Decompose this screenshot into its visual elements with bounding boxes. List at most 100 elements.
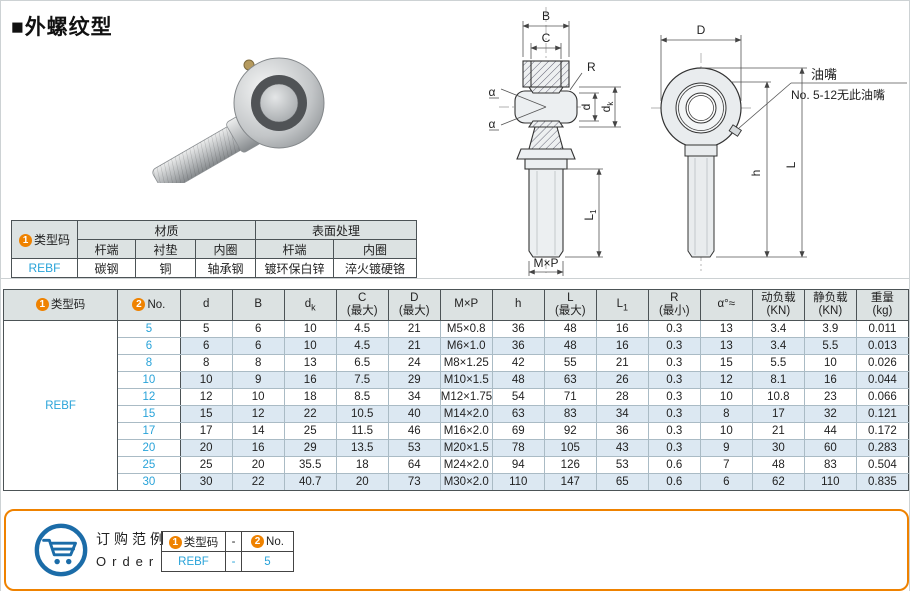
order-header-dash: - (225, 531, 242, 552)
cell: 3.9 (803, 320, 857, 338)
page-title-text: 外螺纹型 (24, 16, 113, 39)
cell: 110 (803, 473, 857, 491)
cell: 3.4 (751, 337, 805, 355)
table-row: 8 8 8 13 6.5 24 M8×1.25 42 55 21 0.3 15 5.5 10 0.026 (4, 354, 910, 372)
cell: 92 (543, 422, 597, 440)
cell: 0.044 (855, 371, 910, 389)
dim-label-R: R (587, 60, 596, 74)
no-link[interactable]: 30 (117, 473, 181, 491)
cell: 42 (491, 354, 545, 372)
threaded-shank (528, 168, 564, 258)
dim-label-h: h (749, 170, 763, 177)
cell: 55 (543, 354, 597, 372)
no-link[interactable]: 20 (117, 439, 181, 457)
no-link[interactable]: 17 (117, 422, 181, 440)
cell: 40.7 (283, 473, 337, 491)
no-link[interactable]: 15 (117, 405, 181, 423)
column-header: B (231, 289, 285, 321)
title-bullet-icon: ■ (11, 16, 25, 39)
cell: 16 (595, 320, 649, 338)
materials-data-row: REBF 碳钢 铜 轴承钢 镀环保白锌 淬火镀硬铬 (11, 258, 417, 278)
cell: 10 (231, 388, 285, 406)
table-row: 17 17 14 25 11.5 46 M16×2.0 69 92 36 0.3 10 21 44 0.17… (4, 422, 910, 440)
cell: 0.011 (855, 320, 910, 338)
cell: 60 (803, 439, 857, 457)
no-link[interactable]: 5 (117, 320, 181, 338)
cell: 34 (387, 388, 441, 406)
cell: 18 (335, 456, 389, 474)
cell: 0.504 (855, 456, 910, 474)
cell: 71 (543, 388, 597, 406)
cell: 碳钢 (77, 258, 136, 278)
cell: 14 (231, 422, 285, 440)
cell: 13 (699, 337, 753, 355)
dim-label-B: B (542, 9, 550, 23)
cell: 0.3 (647, 439, 701, 457)
cell: 30 (179, 473, 233, 491)
materials-header-row-2: 杆端 衬垫 内圈 杆端 内圈 (12, 239, 417, 259)
cell: 105 (543, 439, 597, 457)
cell: M8×1.25 (439, 354, 493, 372)
drawing-front-view: D 油嘴 No. 5-12无此油嘴 h L (651, 23, 907, 271)
order-data-row: REBF - 5 (161, 551, 294, 572)
cell: 0.3 (647, 405, 701, 423)
cell: 6 (231, 320, 285, 338)
cell: 铜 (135, 258, 196, 278)
cell: 28 (595, 388, 649, 406)
cell: 23 (803, 388, 857, 406)
type-code-link[interactable]: REBF (2, 320, 119, 491)
no-link[interactable]: 10 (117, 371, 181, 389)
column-header: C (最大) (335, 289, 389, 321)
column-header: 2 No. (117, 289, 181, 321)
cell: 10 (699, 388, 753, 406)
cell: 0.835 (855, 473, 910, 491)
threaded-shank (687, 155, 715, 258)
cell: 0.3 (647, 337, 701, 355)
drawing-section-view: B C R α α d dk L1 M×P (489, 7, 621, 276)
no-link[interactable]: 25 (117, 456, 181, 474)
product-shank (152, 113, 261, 183)
cell: 30 (751, 439, 805, 457)
cell: 7 (699, 456, 753, 474)
cell: 10 (283, 320, 337, 338)
cell: M30×2.0 (439, 473, 493, 491)
dim-label-L1: L1 (582, 209, 598, 221)
no-link[interactable]: 6 (117, 337, 181, 355)
cell: M20×1.5 (439, 439, 493, 457)
cell: 36 (491, 320, 545, 338)
cell: 4.5 (335, 337, 389, 355)
cell: 48 (543, 337, 597, 355)
column-header: d (179, 289, 233, 321)
cell: 26 (595, 371, 649, 389)
type-code-link[interactable]: REBF (11, 258, 78, 278)
cell: 0.026 (855, 354, 910, 372)
cell: 13 (699, 320, 753, 338)
section-divider (1, 278, 910, 279)
collar (684, 144, 718, 157)
cell: 69 (491, 422, 545, 440)
collar (516, 148, 576, 160)
cell: 10 (699, 422, 753, 440)
collar-step (524, 158, 568, 170)
cell: 78 (491, 439, 545, 457)
type-code-header: 1 类型码 (11, 220, 78, 259)
cell: M12×1.75 (439, 388, 493, 406)
cell: 35.5 (283, 456, 337, 474)
no-link[interactable]: 8 (117, 354, 181, 372)
cell: 21 (595, 354, 649, 372)
material-group-header: 材质 (77, 220, 256, 240)
cell: M14×2.0 (439, 405, 493, 423)
cell: 15 (179, 405, 233, 423)
cell: 5.5 (803, 337, 857, 355)
no-link[interactable]: 12 (117, 388, 181, 406)
cell: M10×1.5 (439, 371, 493, 389)
cell: 5.5 (751, 354, 805, 372)
cell: 83 (803, 456, 857, 474)
cell: 16 (283, 371, 337, 389)
badge-2: 2 (132, 297, 146, 311)
cell: 62 (751, 473, 805, 491)
column-header: R (最小) (647, 289, 701, 321)
table-row: 15 15 12 22 10.5 40 M14×2.0 63 83 34 0.3 8 17 32 0.121 (4, 405, 910, 423)
cell: 20 (179, 439, 233, 457)
